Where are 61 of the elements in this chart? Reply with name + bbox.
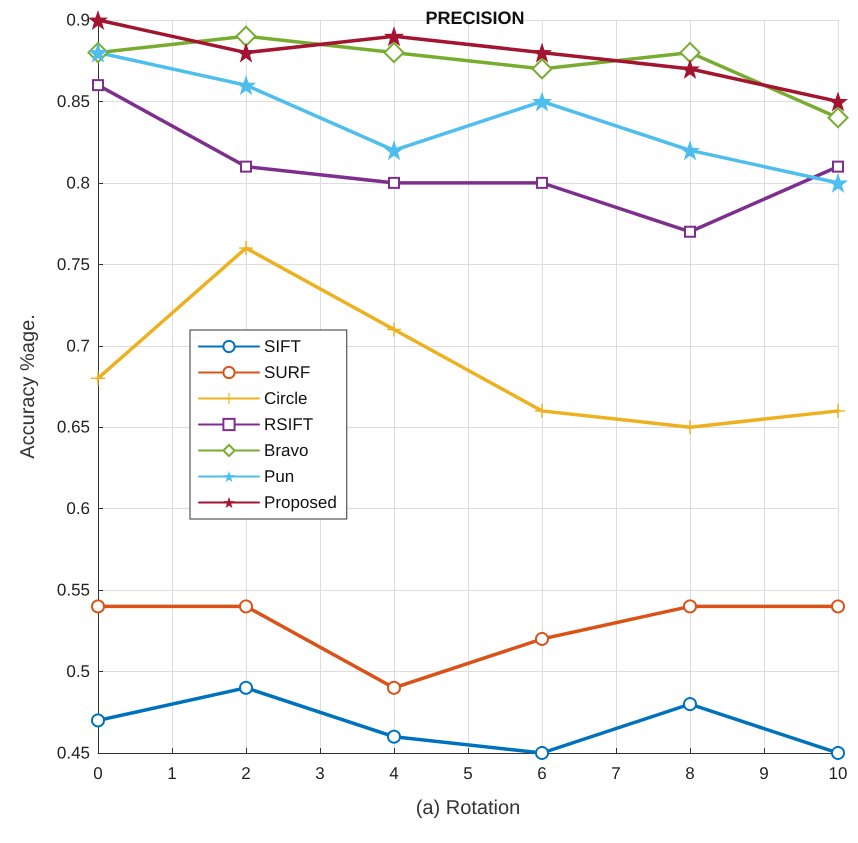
point (384, 42, 404, 64)
legend-label: Bravo (264, 441, 308, 460)
point (683, 697, 697, 712)
y-tick-label: 0.45 (56, 744, 90, 762)
point (831, 746, 845, 760)
x-tick-label: 10 (828, 764, 848, 783)
point (536, 176, 548, 189)
point (828, 107, 848, 128)
y-tick-label: 0.6 (66, 499, 90, 518)
point (387, 680, 401, 695)
y-tick-label: 0.65 (56, 418, 90, 437)
legend-label: Circle (264, 389, 308, 408)
point (239, 680, 253, 695)
x-tick-label: 0 (93, 764, 103, 783)
legend-label: Pun (264, 467, 294, 486)
x-tick-label: 8 (685, 764, 695, 783)
point (680, 42, 700, 64)
point (535, 632, 549, 646)
point (535, 746, 549, 760)
point (532, 91, 552, 112)
chart-title: PRECISION (425, 8, 525, 28)
y-tick-label: 0.5 (66, 662, 90, 682)
x-tick-label: 6 (537, 764, 547, 783)
point (532, 58, 552, 80)
point (240, 160, 252, 173)
legend-label: SURF (264, 363, 310, 382)
y-tick-label: 0.7 (66, 336, 90, 356)
point (88, 10, 108, 30)
point (684, 226, 696, 238)
point (683, 599, 697, 614)
x-tick-label: 3 (315, 764, 325, 783)
point (387, 730, 401, 744)
point (832, 160, 844, 173)
x-axis-title: (a) Rotation (416, 797, 520, 819)
point (91, 371, 105, 386)
x-tick-label: 1 (167, 764, 177, 783)
point (91, 599, 105, 614)
legend-label: Proposed (264, 493, 337, 512)
point (680, 140, 700, 160)
point (91, 713, 105, 728)
point (92, 79, 104, 92)
point (239, 599, 253, 614)
point (236, 26, 256, 47)
y-axis-title: Accuracy %age. (17, 314, 39, 459)
x-tick-label: 9 (759, 764, 769, 783)
y-tick-label: 0.8 (66, 173, 90, 192)
y-tick-label: 0.75 (56, 254, 90, 274)
y-tick-label: 0.9 (66, 10, 90, 30)
point (680, 58, 700, 79)
point (384, 26, 404, 46)
legend-label: RSIFT (264, 415, 314, 434)
x-tick-label: 7 (611, 764, 621, 783)
point (384, 140, 404, 160)
y-tick-label: 0.55 (56, 580, 90, 600)
x-tick-label: 5 (463, 764, 473, 783)
point (388, 176, 400, 189)
legend-label: SIFT (264, 337, 301, 356)
x-tick-label: 2 (241, 764, 251, 783)
point (831, 599, 845, 614)
x-tick-label: 4 (389, 764, 399, 783)
y-tick-label: 0.85 (56, 92, 90, 111)
